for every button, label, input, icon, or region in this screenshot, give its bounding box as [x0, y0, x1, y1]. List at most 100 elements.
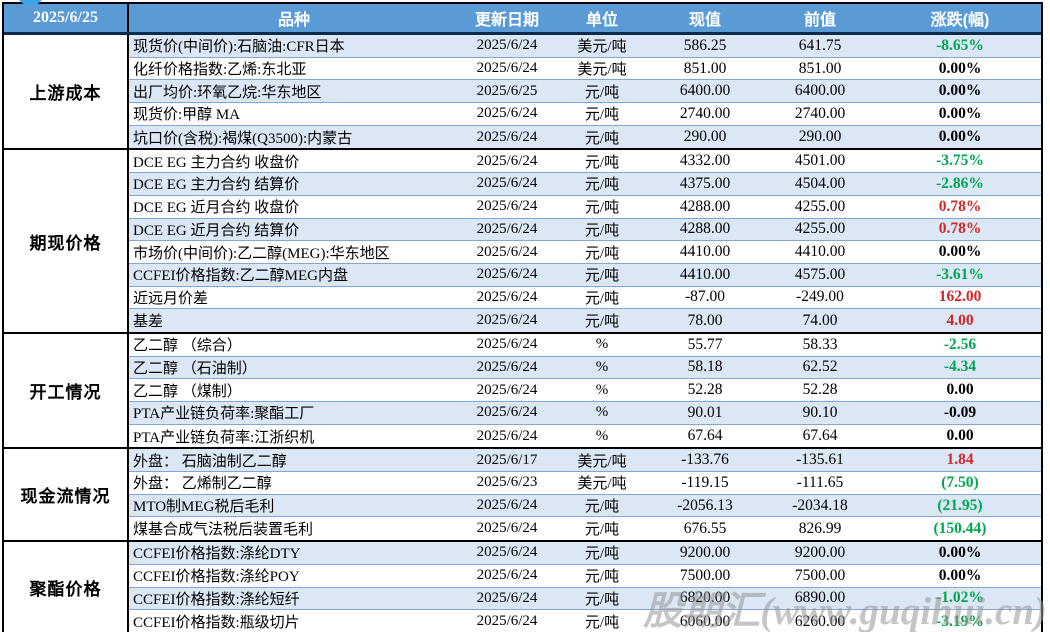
group-rows: DCE EG 主力合约 收盘价 2025/6/24 元/吨 4332.00 4501.0… [129, 150, 1041, 332]
cell-previous-value: 4255.00 [794, 197, 846, 215]
cell-change: -3.75% [936, 152, 984, 170]
cell-update-date: 2025/6/24 [476, 567, 538, 584]
cell-change: (21.95) [937, 496, 983, 514]
table-row: 乙二醇 （综合） 2025/6/24% 55.77 58.33 -2.56 [129, 334, 1041, 357]
cell-change: -3.19% [936, 612, 984, 630]
cell-update-date: 2025/6/24 [476, 37, 538, 54]
cell-update-date: 2025/6/24 [476, 381, 538, 398]
cell-current-value: 6820.00 [679, 589, 731, 607]
table-row: 乙二醇 （石油制） 2025/6/24% 58.18 62.52 -4.34 [129, 356, 1041, 380]
column-header-variety: 品种 [277, 12, 310, 29]
cell-update-date: 2025/6/23 [476, 474, 538, 491]
cell-variety: MTO制MEG税后毛利 [133, 499, 275, 516]
cell-previous-value: 4575.00 [794, 265, 846, 283]
cell-change: 0.00 [946, 427, 974, 445]
table-row: PTA产业链负荷率:聚酯工厂 2025/6/24% 90.01 90.10 -0.09 [129, 402, 1041, 425]
group-label: 聚酯价格 [4, 542, 129, 632]
cell-current-value: 4375.00 [679, 174, 731, 192]
cell-current-value: 78.00 [687, 311, 723, 329]
cell-previous-value: 9200.00 [794, 543, 846, 561]
cell-update-date: 2025/6/24 [476, 613, 538, 630]
cell-variety: PTA产业链负荷率:江浙织机 [133, 429, 315, 446]
cell-current-value: -2056.13 [677, 496, 733, 514]
cell-update-date: 2025/6/24 [476, 128, 538, 145]
cell-update-date: 2025/6/25 [476, 82, 538, 99]
cell-unit: 元/吨 [584, 130, 620, 147]
cell-unit: % [595, 427, 609, 444]
cell-unit: 元/吨 [584, 591, 620, 608]
cell-previous-value: 6400.00 [794, 82, 846, 100]
cell-current-value: 52.28 [687, 381, 723, 399]
cell-update-date: 2025/6/24 [476, 60, 538, 77]
cell-unit: % [595, 336, 609, 353]
cell-change: 0.00% [938, 566, 982, 584]
cell-change: -1.02% [936, 589, 984, 607]
cell-update-date: 2025/6/24 [476, 497, 538, 514]
cell-update-date: 2025/6/24 [476, 175, 538, 192]
cell-update-date: 2025/6/24 [476, 520, 538, 537]
cell-variety: 外盘： 乙烯制乙二醇 [133, 476, 272, 493]
cell-current-value: 90.01 [687, 403, 723, 421]
cell-current-value: -87.00 [684, 288, 726, 306]
cell-variety: 乙二醇 （煤制） [133, 383, 242, 400]
cell-change: -0.09 [943, 403, 977, 421]
cell-current-value: 4410.00 [679, 243, 731, 261]
cell-unit: 元/吨 [584, 314, 620, 331]
cell-previous-value: -2034.18 [792, 496, 848, 514]
cell-update-date: 2025/6/24 [476, 243, 538, 260]
group-rows: 现货价(中间价):石脑油:CFR日本 2025/6/24 美元/吨 586.25 641… [129, 35, 1041, 149]
cell-unit: 元/吨 [584, 522, 620, 539]
cell-previous-value: 6260.00 [794, 612, 846, 630]
cell-previous-value: 641.75 [798, 36, 842, 54]
cell-change: 0.00% [938, 59, 982, 77]
cell-current-value: -133.76 [681, 451, 729, 469]
cell-change: 0.00% [938, 128, 982, 146]
cell-previous-value: 6890.00 [794, 589, 846, 607]
cell-update-date: 2025/6/24 [476, 198, 538, 215]
cell-unit: 元/吨 [584, 200, 620, 217]
group-label: 现金流情况 [4, 449, 129, 541]
cell-unit: 元/吨 [584, 546, 620, 563]
cell-unit: 美元/吨 [577, 62, 627, 79]
cell-unit: 元/吨 [584, 245, 620, 262]
table-row: CCFEI价格指数:乙二醇MEG内盘 2025/6/24 元/吨 4410.00 457… [129, 263, 1041, 287]
cell-current-value: 55.77 [687, 335, 723, 353]
cell-change: 4.00 [946, 311, 974, 329]
column-header-update-date: 更新日期 [474, 12, 539, 29]
group-1: 上游成本 现货价(中间价):石脑油:CFR日本 2025/6/24 美元/吨 586.2… [4, 35, 1041, 149]
cell-variety: 现货价(中间价):石脑油:CFR日本 [133, 39, 345, 56]
group-2: 期现价格 DCE EG 主力合约 收盘价 2025/6/24 元/吨 4332.00 45… [4, 148, 1041, 332]
column-header-current: 现值 [688, 12, 721, 29]
cell-change: -8.65% [936, 36, 984, 54]
cell-current-value: 290.00 [683, 128, 727, 146]
cell-update-date: 2025/6/24 [476, 288, 538, 305]
table-row: 外盘： 石脑油制乙二醇 2025/6/17 美元/吨 -133.76 -135.61 1.… [129, 449, 1041, 473]
cell-previous-value: 52.28 [802, 381, 838, 399]
table-header-row: 2025/6/25 品种 更新日期 单位 现值 前值 涨跌(幅) [4, 4, 1041, 35]
table-row: 化纤价格指数:乙烯:东北亚 2025/6/24 美元/吨 851.00 851.00 0.… [129, 58, 1041, 81]
table-row: DCE EG 近月合约 收盘价 2025/6/24 元/吨 4288.00 4255.0… [129, 196, 1041, 219]
table-row: CCFEI价格指数:涤纶POY 2025/6/24 元/吨 7500.00 7500.0… [129, 565, 1041, 588]
cell-update-date: 2025/6/24 [476, 266, 538, 283]
table-row: 外盘： 乙烯制乙二醇 2025/6/23 美元/吨 -119.15 -111.65 (7.… [129, 472, 1041, 495]
table-row: PTA产业链负荷率:江浙织机 2025/6/24% 67.64 67.64 0.00 [129, 425, 1041, 448]
cell-update-date: 2025/6/24 [476, 358, 538, 375]
cell-previous-value: 4255.00 [794, 220, 846, 238]
cell-current-value: 58.18 [687, 358, 723, 376]
cell-change: 0.00% [938, 243, 982, 261]
cell-variety: DCE EG 主力合约 收盘价 [133, 154, 300, 171]
cell-change: (150.44) [933, 519, 987, 537]
cell-unit: 元/吨 [584, 107, 620, 124]
cell-current-value: 4410.00 [679, 265, 731, 283]
group-label: 期现价格 [4, 150, 129, 332]
table-row: 现货价:甲醇 MA 2025/6/24 元/吨 2740.00 2740.00 0.00% [129, 103, 1041, 126]
cell-unit: 美元/吨 [577, 476, 627, 493]
cell-current-value: 7500.00 [679, 566, 731, 584]
table-row: 乙二醇 （煤制） 2025/6/24% 52.28 52.28 0.00 [129, 379, 1041, 402]
cell-variety: CCFEI价格指数:涤纶DTY [133, 546, 301, 563]
cell-update-date: 2025/6/24 [476, 312, 538, 329]
cell-unit: 美元/吨 [577, 453, 627, 470]
cell-update-date: 2025/6/17 [476, 451, 538, 468]
